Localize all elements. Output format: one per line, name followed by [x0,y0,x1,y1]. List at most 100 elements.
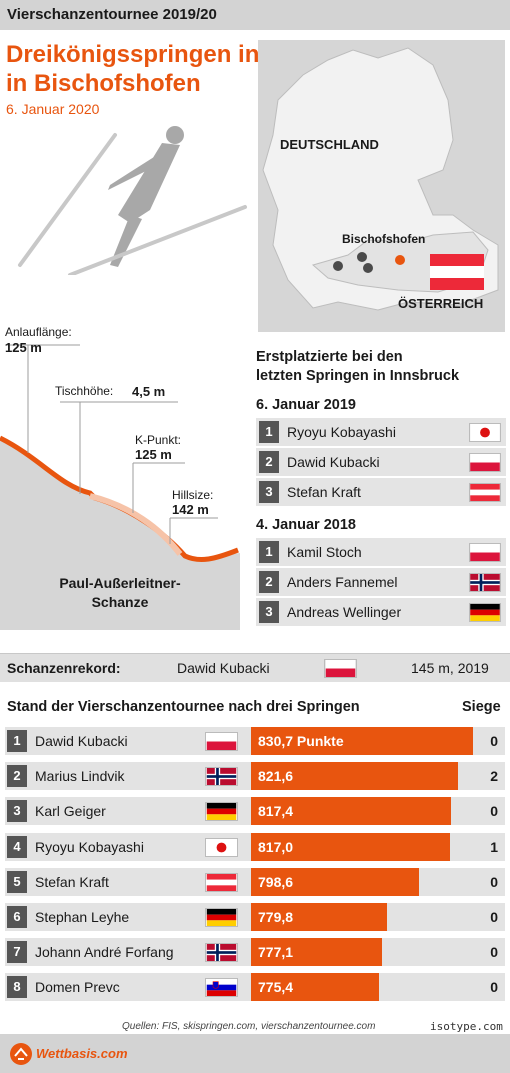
standings-row: 2 Marius Lindvik 821,6 2 [5,762,505,791]
chart-title: Stand der Vierschanzentournee nach drei … [7,699,360,715]
k-point-value: 125 m [135,447,172,462]
winner-name: Dawid Kubacki [287,454,380,470]
standings-row: 4 Ryoyu Kobayashi 817,0 1 [5,832,505,861]
winner-name: Ryoyu Kobayashi [287,424,396,440]
map-label-city: Bischofshofen [342,232,426,246]
series-title: Vierschanzentournee 2019/20 [7,6,217,23]
athlete-name: Dawid Kubacki [35,733,128,749]
points-label: 775,4 [258,979,294,996]
athlete-name: Marius Lindvik [35,768,125,785]
winner-row: 1 Ryoyu Kobayashi [256,418,506,446]
wins-header: Siege [462,699,501,715]
points-label: 779,8 [258,909,294,925]
wins-value: 1 [490,838,498,855]
rank-badge: 3 [259,481,279,503]
rank-badge: 2 [259,571,279,593]
rank-badge: 1 [7,730,27,752]
slovenia-flag-icon [205,978,238,998]
points-bar [251,973,380,1002]
germany-flag-icon [469,603,501,622]
athlete-name: Ryoyu Kobayashi [35,838,144,855]
athlete-name: Stefan Kraft [35,873,109,890]
map-panel: DEUTSCHLAND Bischofshofen ÖSTERREICH [258,40,505,332]
points-label: 817,4 [258,803,294,820]
rank-badge: 2 [259,451,279,473]
tisch-value: 4,5 m [132,384,166,399]
rank-badge: 4 [7,835,27,858]
event-date: 6. Januar 2020 [6,101,100,117]
winner-row: 3 Stefan Kraft [256,478,506,506]
rank-badge: 5 [7,870,27,893]
footer-bar: Wettbasis.com [0,1034,510,1073]
wins-value: 0 [490,873,498,890]
athlete-name: Stephan Leyhe [35,909,130,925]
rank-badge: 3 [7,800,27,823]
map-dot [363,263,373,273]
wins-value: 2 [490,768,498,785]
poland-flag-icon [324,659,357,678]
rank-badge: 6 [7,906,27,928]
germany-flag-icon [205,802,238,822]
wins-value: 0 [490,944,498,961]
hill-profile: Anlauflänge: 125 m Tischhöhe: 4,5 m K-Pu… [0,318,240,636]
points-label: 777,1 [258,944,294,961]
rank-badge: 8 [7,976,27,999]
points-label: 821,6 [258,768,294,785]
wins-value: 0 [490,909,498,925]
wins-value: 0 [490,803,498,820]
points-label: 798,6 [258,873,294,890]
standings-row: 3 Karl Geiger 817,4 0 [5,797,505,826]
hillsize-label: Hillsize: [172,488,214,502]
germany-flag-icon [205,908,238,927]
page-title: Dreikönigsspringen in in Bischofshofen [6,41,260,97]
points-bar [251,727,474,755]
athlete-name: Domen Prevc [35,979,120,996]
winner-name: Kamil Stoch [287,544,362,560]
anlauf-label: Anlauflänge: [5,325,72,339]
winner-name: Anders Fannemel [287,574,398,590]
winner-row: 2 Anders Fannemel [256,568,506,596]
brand-name: Wettbasis.com [36,1046,128,1061]
ski-jumper-illustration [18,126,247,275]
rank-badge: 2 [7,765,27,788]
points-label: 817,0 [258,838,294,855]
brand-logo-icon [10,1043,32,1065]
points-bar [251,762,458,791]
standings-row: 8 Domen Prevc 775,4 0 [5,973,505,1002]
poland-flag-icon [469,453,501,472]
rank-badge: 3 [259,601,279,623]
record-value: 145 m, 2019 [411,660,489,676]
points-bar [251,797,451,826]
athlete-name: Johann André Forfang [35,944,174,961]
winner-row: 2 Dawid Kubacki [256,448,506,476]
standings-row: 5 Stefan Kraft 798,6 0 [5,867,505,896]
rank-badge: 1 [259,421,279,443]
tisch-label: Tischhöhe: [55,384,114,398]
winner-row: 3 Andreas Wellinger [256,598,506,626]
hill-name: Paul-Außerleitner- Schanze [59,575,181,610]
k-point-label: K-Punkt: [135,433,182,447]
rank-badge: 1 [259,541,279,563]
record-holder: Dawid Kubacki [177,660,270,676]
credit: isotype.com [430,1020,503,1033]
standings-row: 6 Stephan Leyhe 779,8 0 [5,903,505,931]
winner-name: Andreas Wellinger [287,604,402,620]
austria-flag-icon [205,872,238,892]
source-note: Quellen: FIS, skispringen.com, vierschan… [122,1021,376,1032]
austria-flag-icon [430,254,484,290]
points-bar [251,938,383,967]
winner-row: 1 Kamil Stoch [256,538,506,566]
map-dot [333,261,343,271]
anlauf-value: 125 m [5,340,42,355]
points-label: 830,7 Punkte [258,733,344,749]
poland-flag-icon [469,543,501,562]
poland-flag-icon [205,732,238,751]
norway-flag-icon [205,767,238,787]
city-marker [395,255,405,265]
points-bar [251,903,387,931]
header-bar: Vierschanzentournee 2019/20 [0,0,510,30]
points-bar [251,867,419,896]
hill-profile-graphic [0,344,240,630]
winners-panel: Erstplatzierte bei den letzten Springen … [256,348,506,626]
record-label: Schanzenrekord: [7,660,121,676]
